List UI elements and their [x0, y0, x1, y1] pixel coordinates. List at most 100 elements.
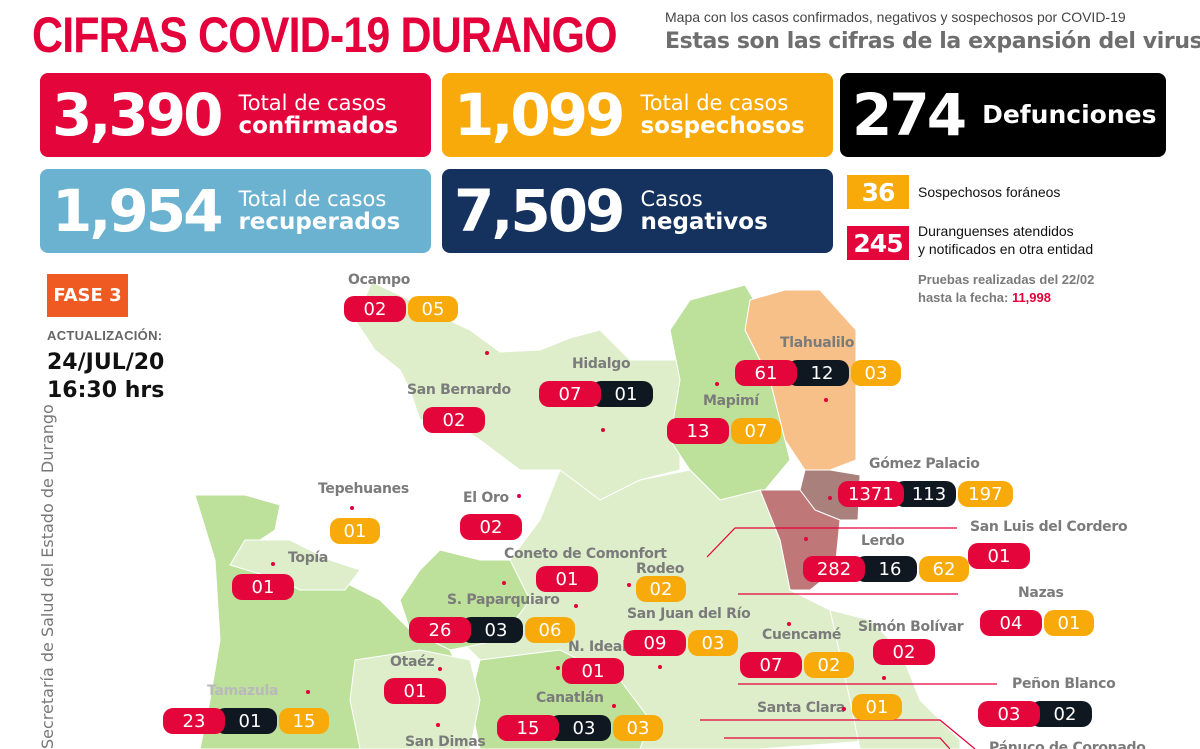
muni-stats-penon-blanco: 03 02 [978, 701, 1092, 727]
subtitle-description: Mapa con los casos confirmados, negativo… [665, 9, 1126, 25]
recovered-count: 1,954 [52, 177, 223, 245]
region-topia [229, 539, 361, 591]
suspect-pill: 15 [279, 708, 329, 734]
muni-name-san-dimas: San Dimas [405, 734, 486, 749]
update-label: ACTUALIZACIÓN: [47, 328, 163, 343]
foreign-suspect-badge: 36 [847, 175, 909, 209]
deaths-pill: 03 [549, 715, 611, 741]
muni-name-gomez-palacio: Gómez Palacio [869, 456, 980, 472]
muni-stats-el-oro: 02 [460, 514, 522, 540]
confirmed-pill: 07 [539, 381, 601, 407]
suspect-pill: 01 [852, 694, 902, 720]
muni-name-otaez: Otaéz [390, 654, 435, 670]
muni-name-paparquiaro: S. Paparquiaro [447, 592, 560, 608]
muni-name-santa-clara: Santa Clara [757, 700, 846, 716]
confirmed-pill: 04 [980, 610, 1042, 636]
muni-name-coneto: Coneto de Comonfort [504, 546, 667, 562]
confirmed-pill: 01 [968, 543, 1030, 569]
deaths-pill: 02 [1030, 701, 1092, 727]
muni-dot [787, 622, 791, 626]
deaths-label: Defunciones [982, 99, 1157, 129]
update-time: 16:30 hrs [47, 378, 165, 403]
confirmed-pill: 02 [423, 407, 485, 433]
suspect-pill: 03 [688, 630, 738, 656]
muni-dot [824, 398, 828, 402]
suspect-count: 1,099 [454, 81, 625, 149]
muni-stats-paparquiaro: 26 03 06 [409, 617, 575, 643]
update-date: 24/JUL/20 [47, 350, 165, 375]
muni-name-cuencame: Cuencamé [762, 627, 842, 643]
suspect-cases-card: 1,099 Total de casos sospechosos [442, 73, 833, 157]
muni-dot [485, 351, 489, 355]
other-entity-line-2: y notificados en otra entidad [918, 241, 1094, 257]
other-entity-label: Duranguenses atendidos y notificados en … [918, 222, 1093, 258]
negative-label-1: Casos [640, 186, 703, 211]
muni-dot [612, 704, 616, 708]
confirmed-pill: 15 [497, 715, 559, 741]
muni-dot [502, 581, 506, 585]
confirmed-pill: 07 [740, 652, 802, 678]
confirmed-pill: 23 [163, 708, 225, 734]
deaths-card: 274 Defunciones [840, 73, 1166, 157]
muni-dot [517, 494, 521, 498]
update-datetime: 24/JUL/20 16:30 hrs [47, 349, 164, 405]
muni-stats-canatlan: 15 03 03 [497, 715, 663, 741]
confirmed-pill: 02 [460, 514, 522, 540]
suspect-label-1: Total de casos [640, 90, 789, 115]
muni-name-canatlan: Canatlán [536, 690, 604, 706]
confirmed-count: 3,390 [52, 81, 223, 149]
confirmed-pill: 01 [232, 574, 294, 600]
muni-stats-gomez-palacio: 1371 113 197 [838, 481, 1013, 507]
recovered-label-2: recuperados [238, 208, 401, 235]
confirmed-pill: 13 [667, 418, 729, 444]
muni-dot [436, 723, 440, 727]
confirmed-pill: 01 [384, 678, 446, 704]
region-north-west [354, 281, 681, 501]
muni-dot [574, 604, 578, 608]
suspect-pill: 01 [1044, 610, 1094, 636]
muni-stats-san-luis-del-cordero: 01 [968, 543, 1030, 569]
muni-name-ocampo: Ocampo [348, 272, 411, 288]
muni-stats-rodeo: 02 [636, 576, 686, 602]
muni-stats-tlahualilo: 61 12 03 [735, 360, 901, 386]
muni-stats-ocampo: 02 05 [344, 296, 458, 322]
subtitle-headline: Estas son las cifras de la expansión del… [665, 29, 1200, 54]
muni-dot [350, 506, 354, 510]
suspect-pill: 02 [636, 576, 686, 602]
muni-stats-tepehuanes: 01 [330, 518, 380, 544]
muni-name-topia: Topía [288, 550, 329, 566]
muni-name-tlahualilo: Tlahualilo [780, 335, 855, 351]
confirmed-label-2: confirmados [238, 112, 399, 139]
confirmed-label-1: Total de casos [238, 90, 387, 115]
muni-dot [271, 562, 275, 566]
muni-stats-cuencame: 07 02 [740, 652, 854, 678]
muni-stats-coneto: 01 [536, 566, 598, 592]
tests-line-1: Pruebas realizadas del 22/02 [918, 272, 1095, 287]
page-title: CIFRAS COVID-19 DURANGO [32, 7, 618, 63]
muni-name-san-luis-del-cordero: San Luis del Cordero [970, 519, 1128, 535]
foreign-suspect-label: Sospechosos foráneos [918, 184, 1061, 200]
source-credit: Secretaría de Salud del Estado de Durang… [38, 404, 57, 749]
deaths-count: 274 [852, 81, 967, 149]
confirmed-pill: 1371 [838, 481, 904, 507]
muni-dot [438, 667, 442, 671]
suspect-label-2: sospechosos [640, 112, 805, 139]
phase-badge: FASE 3 [47, 274, 128, 317]
deaths-pill: 03 [461, 617, 523, 643]
tests-prefix: hasta la fecha: [918, 290, 1012, 305]
muni-dot [842, 707, 846, 711]
confirmed-pill: 26 [409, 617, 471, 643]
muni-name-tepehuanes: Tepehuanes [318, 481, 409, 497]
suspect-pill: 06 [525, 617, 575, 643]
deaths-pill: 12 [787, 360, 849, 386]
recovered-label-1: Total de casos [238, 186, 387, 211]
muni-dot [601, 428, 605, 432]
muni-stats-hidalgo: 07 01 [539, 381, 653, 407]
muni-stats-mapimi: 13 07 [667, 418, 781, 444]
muni-stats-san-bernardo: 02 [423, 407, 485, 433]
suspect-pill: 03 [613, 715, 663, 741]
confirmed-pill: 02 [873, 639, 935, 665]
muni-dot [658, 665, 662, 669]
muni-name-simon-bolivar: Simón Bolívar [858, 619, 964, 635]
negative-label-2: negativos [640, 208, 768, 235]
